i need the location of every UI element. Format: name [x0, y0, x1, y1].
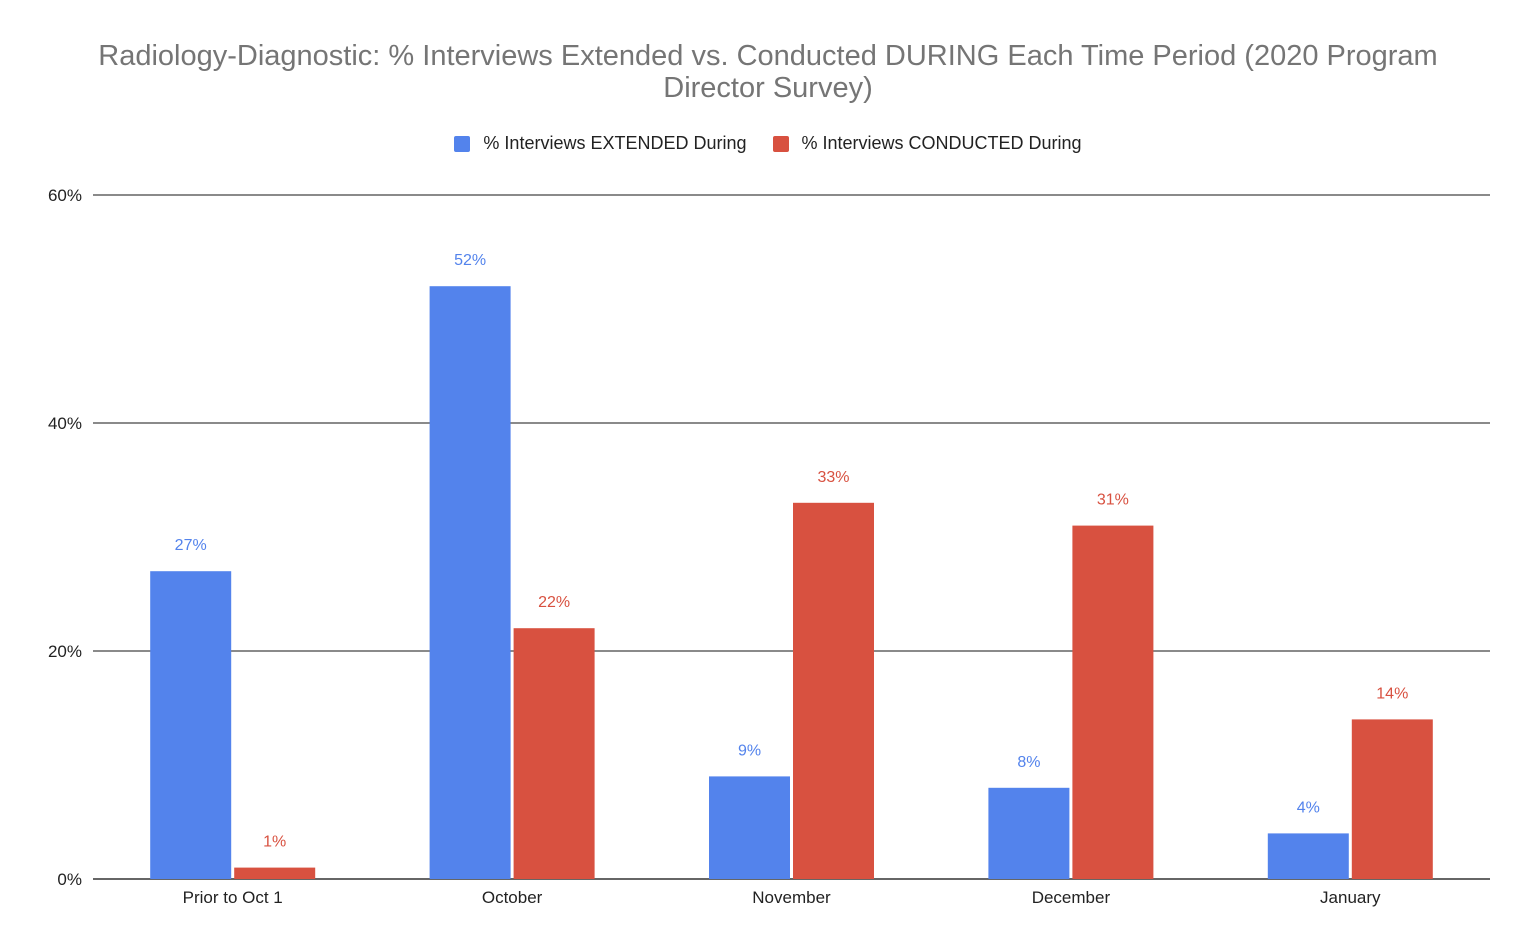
bar-conducted[interactable] — [1351, 719, 1433, 879]
data-label-extended: 4% — [1297, 799, 1320, 816]
data-label-extended: 27% — [175, 537, 207, 554]
data-label-conducted: 22% — [538, 594, 570, 611]
chart-title-line-1: Radiology-Diagnostic: % Interviews Exten… — [98, 40, 1438, 72]
bar-extended[interactable] — [150, 571, 232, 879]
legend-label-extended: % Interviews EXTENDED During — [483, 133, 747, 153]
bar-extended[interactable] — [709, 776, 790, 879]
y-tick-label: 20% — [48, 642, 82, 661]
bar-extended[interactable] — [429, 286, 511, 879]
bar-extended[interactable] — [988, 787, 1070, 879]
y-tick-label: 60% — [48, 186, 82, 205]
data-label-conducted: 31% — [1097, 492, 1129, 509]
data-label-conducted: 14% — [1376, 685, 1408, 702]
data-label-extended: 9% — [738, 742, 761, 759]
data-label-extended: 8% — [1017, 754, 1040, 771]
x-tick-label: November — [752, 888, 831, 907]
x-tick-label: December — [1032, 888, 1111, 907]
bar-extended[interactable] — [1267, 833, 1349, 879]
legend: % Interviews EXTENDED During % Interview… — [0, 133, 1536, 154]
y-tick-label: 0% — [57, 870, 82, 889]
chart-title-line-2: Director Survey) — [663, 72, 873, 104]
data-label-conducted: 33% — [817, 469, 849, 486]
bar-conducted[interactable] — [793, 502, 874, 879]
chart-title: Radiology-Diagnostic: % Interviews Exten… — [0, 40, 1536, 104]
legend-item-conducted[interactable]: % Interviews CONDUCTED During — [772, 133, 1082, 154]
x-tick-label: January — [1320, 888, 1381, 907]
x-tick-label: October — [482, 888, 543, 907]
data-label-extended: 52% — [454, 252, 486, 269]
x-tick-label: Prior to Oct 1 — [183, 888, 283, 907]
legend-item-extended[interactable]: % Interviews EXTENDED During — [454, 133, 747, 154]
bar-conducted[interactable] — [234, 867, 316, 879]
y-tick-label: 40% — [48, 414, 82, 433]
legend-swatch-extended — [454, 135, 471, 152]
bar-conducted[interactable] — [1072, 525, 1154, 879]
bar-conducted[interactable] — [513, 628, 595, 879]
legend-label-conducted: % Interviews CONDUCTED During — [801, 133, 1082, 153]
data-label-conducted: 1% — [263, 834, 286, 851]
legend-swatch-conducted — [772, 135, 789, 152]
